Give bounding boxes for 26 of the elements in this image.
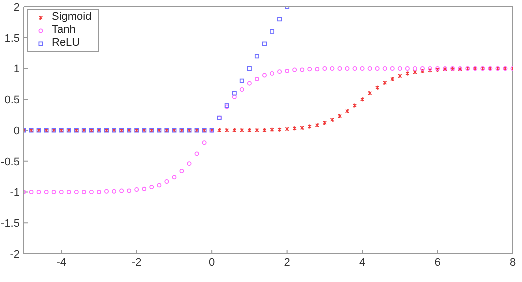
y-tick-label: 1 [14,64,20,76]
point [247,66,252,71]
x-tick-label: 8 [510,256,516,269]
point [240,78,244,84]
x-tick-label: -4 [56,256,67,269]
point [278,17,282,22]
point [232,91,237,96]
y-tick-label: 1.5 [4,32,20,45]
y-tick-label: -0.5 [1,156,20,168]
point [270,29,275,34]
legend-label: Tanh [52,24,76,37]
y-tick-label: -1 [10,187,20,200]
legend-label: ReLU [52,37,80,50]
x-tick-label: 0 [209,256,216,269]
x-tick-label: -2 [132,256,142,269]
point [262,42,267,46]
x-tick-label: 4 [359,256,366,269]
x-tick-label: 6 [434,256,441,269]
y-tick-label: -2 [10,248,20,261]
y-tick-label: -1.5 [1,218,20,230]
y-tick-label: 0.5 [4,94,20,107]
x-tick-label: 2 [284,256,290,269]
y-tick-label: 2 [14,2,20,14]
legend-label: Sigmoid [52,11,92,24]
y-tick-label: 0 [14,125,20,138]
point [254,54,260,59]
